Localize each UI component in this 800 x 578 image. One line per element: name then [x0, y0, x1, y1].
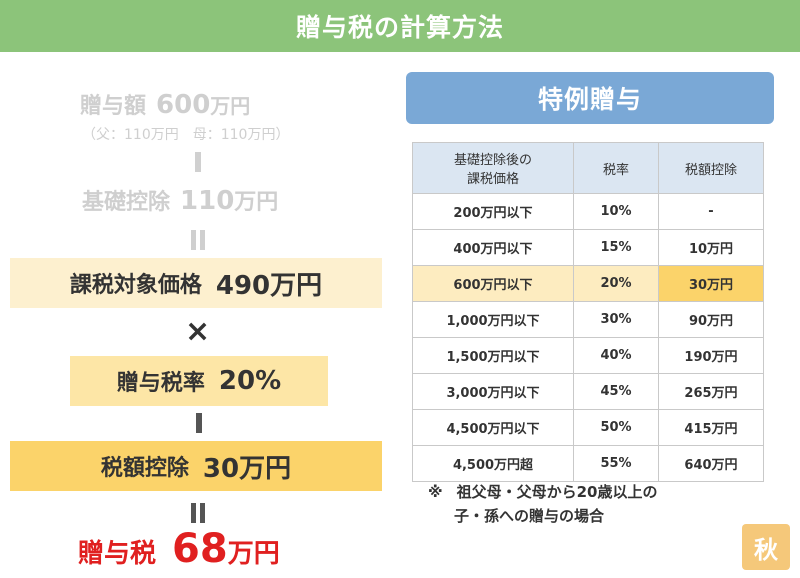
gift-label: 贈与額 — [80, 94, 147, 119]
connector-bar — [195, 152, 201, 172]
table-row: 3,000万円以下 45% 265万円 — [412, 373, 764, 410]
taxable-label: 課税対象価格 — [69, 273, 202, 298]
tax-deduction-value: 30万円 — [202, 453, 292, 484]
cell-rate: 40% — [573, 337, 659, 374]
multiply-icon: × — [185, 314, 211, 349]
gift-breakdown: （父：110万円 母：110万円） — [82, 127, 290, 143]
table-row: 200万円以下 10% - — [412, 193, 764, 230]
basic-deduction-line: 基礎控除 110万円 — [82, 184, 278, 216]
cell-rate: 50% — [573, 409, 659, 446]
cell-deduction: 640万円 — [658, 445, 764, 482]
tax-deduction-box: 税額控除 30万円 — [10, 441, 382, 491]
cell-deduction: - — [658, 193, 764, 230]
gift-tax-result: 贈与税 68万円 — [78, 526, 280, 572]
cell-taxable-price: 600万円以下 — [412, 265, 574, 302]
table-header-row: 基礎控除後の 課税価格 税率 税額控除 — [412, 142, 764, 194]
page-title: 贈与税の計算方法 — [0, 0, 800, 52]
taxable-value-box: 課税対象価格 490万円 — [10, 258, 382, 308]
cell-deduction: 90万円 — [658, 301, 764, 338]
note: ※ 祖父母・父母から20歳以上の 子・孫への贈与の場合 — [428, 480, 657, 528]
cell-taxable-price: 4,500万円超 — [412, 445, 574, 482]
taxable-amount: 490万円 — [215, 270, 323, 301]
deduction-unit: 万円 — [234, 190, 279, 215]
tax-rate-box: 贈与税率 20% — [70, 356, 328, 406]
tax-deduction-label: 税額控除 — [100, 456, 189, 481]
rate-value: 20% — [218, 366, 282, 396]
header-rate: 税率 — [573, 142, 659, 194]
cell-taxable-price: 1,000万円以下 — [412, 301, 574, 338]
cell-taxable-price: 4,500万円以下 — [412, 409, 574, 446]
cell-rate: 45% — [573, 373, 659, 410]
rate-label: 贈与税率 — [116, 371, 205, 396]
gift-amount: 600 — [156, 90, 211, 120]
cell-rate: 20% — [573, 265, 659, 302]
cell-deduction: 415万円 — [658, 409, 764, 446]
deduction-amount: 110 — [180, 186, 235, 216]
gift-unit: 万円 — [210, 94, 251, 118]
table-row: 400万円以下 15% 10万円 — [412, 229, 764, 266]
cell-deduction: 30万円 — [658, 265, 764, 302]
special-gift-title: 特例贈与 — [406, 72, 774, 124]
logo-badge: 秋 — [742, 524, 790, 570]
result-unit: 万円 — [227, 539, 280, 569]
minus-bar — [196, 413, 202, 433]
cell-rate: 10% — [573, 193, 659, 230]
cell-deduction: 10万円 — [658, 229, 764, 266]
tax-rate-table: 基礎控除後の 課税価格 税率 税額控除 200万円以下 10% -400万円以下 15… — [412, 142, 764, 482]
cell-taxable-price: 200万円以下 — [412, 193, 574, 230]
result-amount: 68 — [172, 526, 228, 572]
cell-rate: 15% — [573, 229, 659, 266]
table-row: 1,000万円以下 30% 90万円 — [412, 301, 764, 338]
cell-rate: 30% — [573, 301, 659, 338]
table-row: 4,500万円超 55% 640万円 — [412, 445, 764, 482]
table-row: 4,500万円以下 50% 415万円 — [412, 409, 764, 446]
note-line-1: 祖父母・父母から20歳以上の — [456, 483, 658, 501]
note-line-2: 子・孫への贈与の場合 — [454, 507, 605, 525]
cell-deduction: 265万円 — [658, 373, 764, 410]
header-deduction: 税額控除 — [658, 142, 764, 194]
deduction-label: 基礎控除 — [82, 190, 171, 215]
header-taxable-price: 基礎控除後の 課税価格 — [412, 142, 574, 194]
result-label: 贈与税 — [78, 539, 157, 569]
table-row: 600万円以下 20% 30万円 — [412, 265, 764, 302]
gift-amount-line: 贈与額 600万円 — [80, 88, 250, 120]
cell-taxable-price: 400万円以下 — [412, 229, 574, 266]
table-row: 1,500万円以下 40% 190万円 — [412, 337, 764, 374]
cell-taxable-price: 1,500万円以下 — [412, 337, 574, 374]
note-mark: ※ — [428, 483, 443, 501]
cell-rate: 55% — [573, 445, 659, 482]
equals-sign-result — [191, 503, 205, 523]
cell-taxable-price: 3,000万円以下 — [412, 373, 574, 410]
equals-sign — [191, 230, 205, 250]
cell-deduction: 190万円 — [658, 337, 764, 374]
